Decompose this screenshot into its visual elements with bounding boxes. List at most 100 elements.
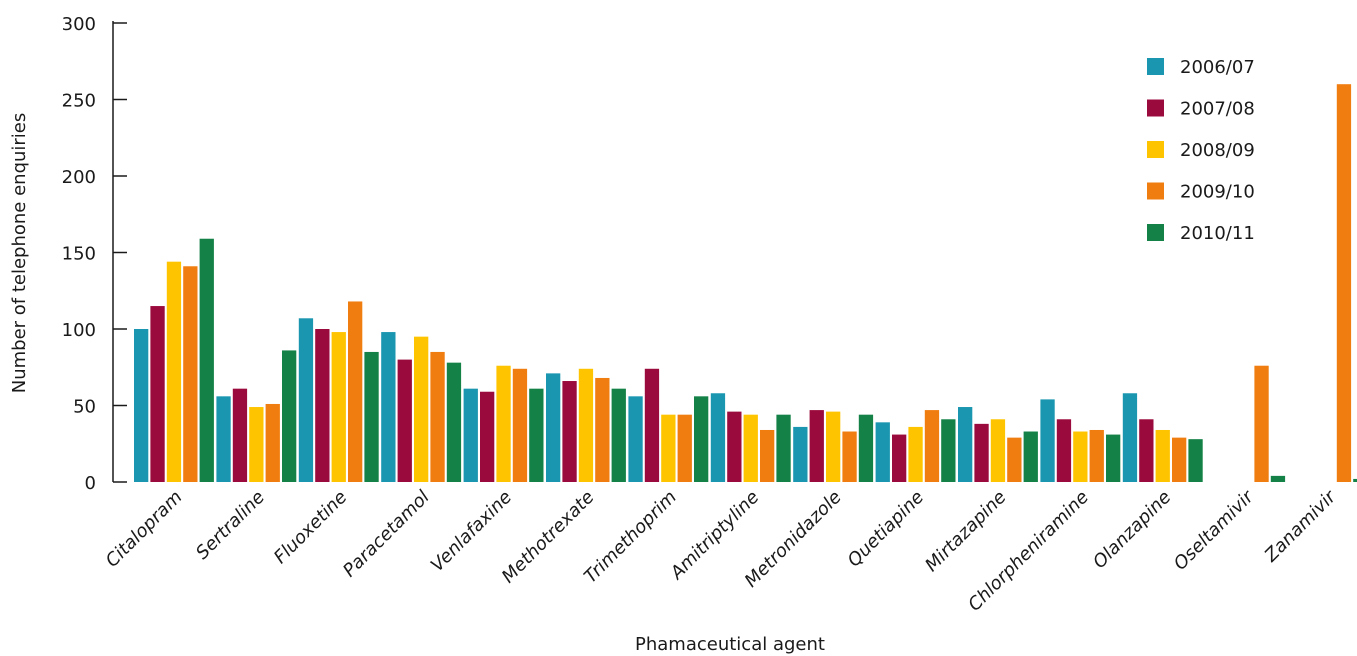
- bar: [727, 411, 742, 482]
- bar: [628, 396, 643, 482]
- bar: [1188, 439, 1203, 482]
- y-tick-label: 150: [62, 244, 96, 265]
- bar: [249, 407, 264, 482]
- bar: [826, 411, 841, 482]
- bar: [809, 410, 824, 482]
- bar: [875, 422, 890, 482]
- y-axis-label: Number of telephone enquiries: [9, 113, 30, 394]
- bar: [348, 301, 363, 482]
- bar: [1089, 429, 1104, 482]
- bar: [1336, 84, 1352, 482]
- legend: 2006/07 2007/08 2008/09 2009/10 2010/11: [1147, 57, 1255, 244]
- bars: [134, 84, 1357, 482]
- bar: [480, 391, 495, 482]
- bar: [990, 419, 1006, 482]
- bar: [743, 414, 758, 482]
- bar: [974, 423, 989, 482]
- x-axis-label: Phamaceutical agent: [635, 634, 825, 655]
- bar: [529, 388, 544, 482]
- y-axis-ticks: 0 50 100 150 200 250 300: [62, 14, 127, 494]
- legend-label: 2008/09: [1180, 140, 1255, 161]
- bar: [677, 414, 692, 482]
- bar: [414, 336, 429, 482]
- x-tick-label: Citalopram: [102, 487, 187, 572]
- bar: [858, 414, 874, 482]
- bar: [298, 318, 314, 482]
- bar: [908, 426, 923, 482]
- legend-label: 2007/08: [1180, 99, 1255, 120]
- bar: [199, 238, 214, 482]
- bar: [463, 388, 478, 482]
- bar: [232, 388, 248, 482]
- y-tick-label: 0: [85, 473, 96, 494]
- bar: [1122, 393, 1138, 482]
- y-tick-label: 200: [62, 167, 96, 188]
- bar: [282, 350, 297, 482]
- bar: [397, 359, 412, 482]
- y-tick-label: 250: [62, 91, 96, 112]
- x-tick-label: Paracetamol: [339, 487, 434, 582]
- y-tick-label: 100: [62, 320, 96, 341]
- bar: [496, 365, 511, 482]
- x-tick-label: Oseltamivir: [1170, 486, 1259, 575]
- bar: [958, 407, 973, 482]
- x-tick-label: Mirtazapine: [921, 487, 1010, 576]
- legend-label: 2006/07: [1180, 57, 1255, 78]
- bar: [661, 414, 676, 482]
- bar: [562, 381, 577, 482]
- bar: [595, 377, 610, 482]
- legend-label: 2010/11: [1180, 223, 1255, 244]
- legend-swatch: [1147, 182, 1164, 200]
- bar: [265, 403, 280, 482]
- bar: [941, 419, 956, 482]
- bar: [1172, 437, 1187, 482]
- bar: [1106, 434, 1121, 482]
- bar: [1023, 431, 1038, 482]
- bar: [1073, 431, 1088, 482]
- legend-swatch: [1147, 224, 1164, 241]
- bar: [1040, 399, 1055, 482]
- bar: [1155, 429, 1170, 482]
- bar: [578, 368, 594, 482]
- bar: [381, 332, 396, 482]
- bar: [512, 368, 528, 482]
- bar: [430, 351, 445, 482]
- bar: [546, 373, 561, 482]
- bar: [216, 396, 231, 482]
- bar: [446, 362, 462, 482]
- bar: [1139, 419, 1154, 482]
- x-tick-label: Venlafaxine: [427, 487, 516, 576]
- bar: [793, 426, 808, 482]
- bar: [1007, 437, 1022, 482]
- x-tick-label: Quetiapine: [844, 487, 929, 572]
- bar: [331, 332, 346, 482]
- bar: [760, 429, 775, 482]
- legend-swatch: [1147, 99, 1164, 117]
- bar: [1056, 419, 1072, 482]
- legend-swatch: [1147, 141, 1164, 158]
- bar: [364, 351, 379, 482]
- bar: [166, 261, 182, 482]
- bar: [1353, 478, 1357, 482]
- bar: [315, 329, 330, 482]
- x-axis-tick-labels: Citalopram Sertraline FluoxetineParacetamo…: [102, 486, 1342, 616]
- bar: [611, 388, 626, 482]
- x-tick-label: Fluoxetine: [270, 487, 351, 568]
- y-tick-label: 50: [73, 397, 96, 418]
- bar: [134, 329, 149, 482]
- bar: [710, 393, 726, 482]
- legend-label: 2009/10: [1180, 182, 1255, 203]
- bar: [924, 410, 940, 482]
- bar: [150, 306, 165, 482]
- bar: [842, 431, 857, 482]
- bar: [694, 396, 709, 482]
- x-tick-label: Sertraline: [192, 487, 269, 564]
- bar: [1270, 475, 1286, 482]
- bar: [1254, 365, 1269, 482]
- bar: [776, 414, 791, 482]
- legend-swatch: [1147, 58, 1164, 75]
- bar: [183, 266, 198, 482]
- x-tick-label: Olanzapine: [1089, 487, 1175, 573]
- bar: [644, 368, 660, 482]
